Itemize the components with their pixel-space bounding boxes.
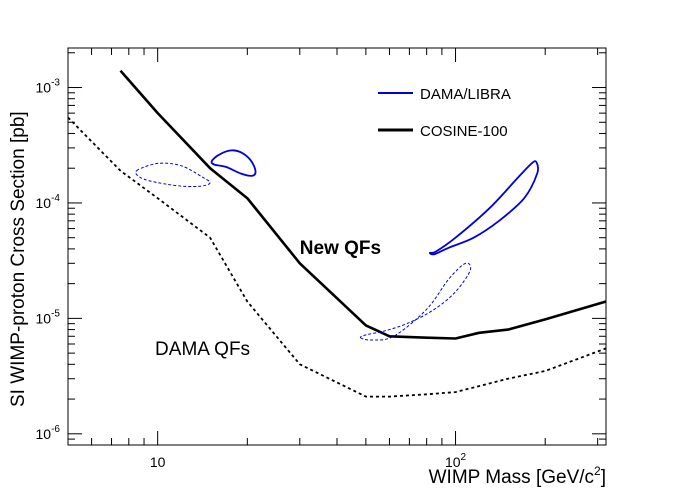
x-tick-label: 102	[445, 452, 467, 470]
y-tick-label-exp: -3	[51, 78, 60, 89]
x-axis-ticks: 10 102	[67, 48, 599, 470]
x-tick-label-base: 10	[150, 454, 166, 470]
y-tick-label-exp: -5	[51, 308, 60, 319]
legend-label-cosine-100: COSINE-100	[420, 123, 508, 140]
y-axis-ticks: 10-610-510-410-3	[36, 52, 606, 446]
y-tick-label: 10-5	[36, 308, 61, 326]
y-tick-label: 10-6	[36, 424, 61, 442]
x-axis-title-sup: 2	[594, 464, 601, 478]
dama-libra-region-dama-qf	[135, 162, 211, 188]
x-tick-label-base: 10	[445, 454, 461, 470]
y-tick-label-base: 10	[36, 195, 52, 211]
y-tick-label-base: 10	[36, 310, 52, 326]
cosine-100-limit-line	[119, 69, 607, 340]
y-axis-title: SI WIMP-proton Cross Section [pb]	[8, 111, 29, 407]
y-tick-label-base: 10	[36, 426, 52, 442]
y-tick-label: 10-3	[36, 78, 61, 96]
dama-libra-region-dama-qf	[359, 262, 472, 341]
dama-libra-region-new-qf	[210, 149, 257, 177]
annotation-new-qfs: New QFs	[300, 238, 381, 259]
dama-libra-region-new-qf	[428, 160, 540, 256]
x-axis-title: WIMP Mass [GeV/c2]	[429, 464, 606, 488]
regions-layer	[135, 149, 540, 341]
y-tick-label: 10-4	[36, 193, 61, 211]
x-tick-label: 10	[150, 454, 166, 470]
series-layer	[67, 69, 607, 398]
x-axis-title-main: WIMP Mass [GeV/c	[429, 467, 594, 488]
annotation-dama-qfs: DAMA QFs	[155, 339, 250, 360]
dama-qf-limit-line	[67, 116, 607, 398]
legend-label-dama-libra: DAMA/LIBRA	[420, 86, 511, 103]
y-tick-label-exp: -6	[51, 424, 60, 435]
x-axis-title-close: ]	[601, 467, 606, 488]
y-tick-label-exp: -4	[51, 193, 60, 204]
x-tick-label-exp: 2	[461, 452, 467, 463]
y-tick-label-base: 10	[36, 80, 52, 96]
